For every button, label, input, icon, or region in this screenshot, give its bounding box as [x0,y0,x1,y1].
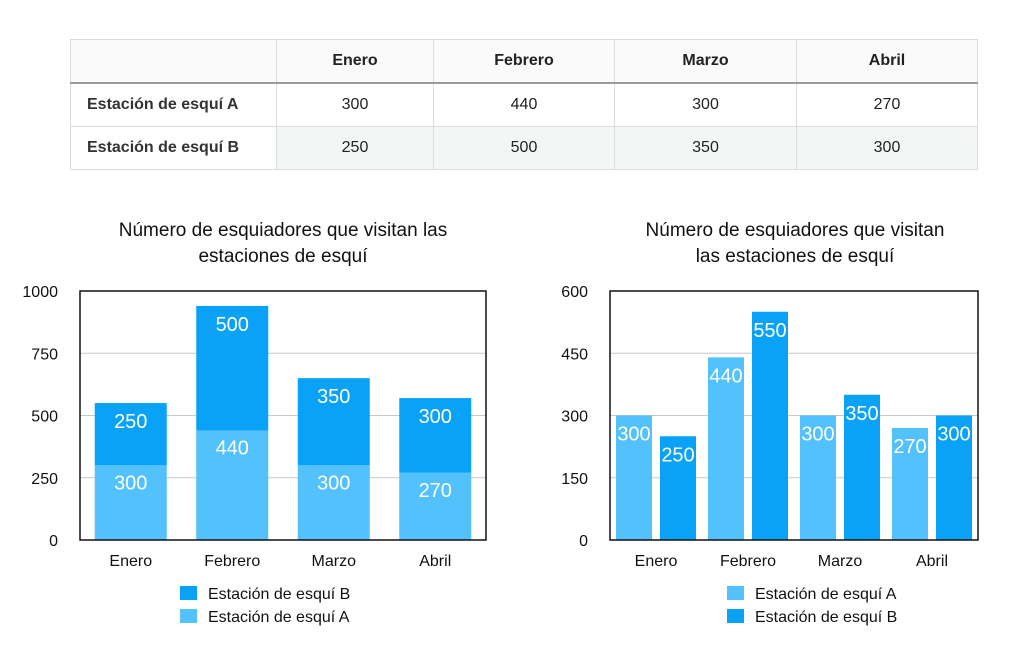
bar-series-a [399,472,472,540]
data-table: Enero Febrero Marzo Abril Estación de es… [70,39,978,170]
legend-swatch [180,586,197,600]
table-row: Estación de esquí A 300 440 300 270 [70,82,978,127]
data-label: 440 [709,365,742,387]
table-header-cell: Abril [796,39,978,84]
data-label: 350 [845,403,878,425]
legend-label: Estación de esquí B [208,586,350,603]
legend-swatch [180,609,197,623]
bar-series-a [892,427,928,540]
x-tick-label: Marzo [818,553,863,570]
legend-swatch [727,609,744,623]
y-tick-label: 300 [561,409,588,426]
table-cell: 300 [614,82,797,127]
y-tick-label: 0 [49,533,58,550]
data-label: 550 [753,320,786,342]
y-tick-label: 750 [31,346,58,363]
y-tick-label: 600 [561,284,588,301]
x-tick-label: Enero [109,553,152,570]
bar-series-b [399,398,472,473]
data-label: 300 [937,424,970,446]
table-header-cell [70,39,277,84]
chart-title: las estaciones de esquí [696,246,895,267]
row-label: Estación de esquí B [70,126,277,170]
x-tick-label: Enero [635,553,678,570]
bar-series-b [660,436,696,540]
legend-label: Estación de esquí B [755,609,897,626]
x-tick-label: Febrero [204,553,260,570]
bar-series-a [616,415,652,540]
bar-series-a [297,465,370,540]
legend-label: Estación de esquí A [755,586,897,603]
data-label: 500 [216,314,249,336]
table-cell: 300 [796,126,978,170]
table-row: Estación de esquí B 250 500 350 300 [70,126,978,170]
bar-series-b [94,403,167,466]
bar-series-b [936,415,972,540]
data-label: 350 [317,386,350,408]
x-tick-label: Abril [916,553,948,570]
bar-series-a [196,430,269,540]
y-tick-label: 450 [561,346,588,363]
x-tick-label: Febrero [720,553,776,570]
table-cell: 300 [276,82,434,127]
table-header-row: Enero Febrero Marzo Abril [70,39,978,84]
data-label: 300 [419,406,452,428]
row-label: Estación de esquí A [70,82,277,127]
bar-series-b [844,394,880,540]
table-header-cell: Enero [276,39,434,84]
chart-title: Número de esquiadores que visitan [646,220,945,241]
bar-series-a [800,415,836,540]
y-tick-label: 1000 [22,284,58,301]
chart-title: Número de esquiadores que visitan las [119,220,447,241]
table-header-cell: Marzo [614,39,797,84]
x-tick-label: Abril [419,553,451,570]
table-cell: 250 [276,126,434,170]
data-label: 300 [801,424,834,446]
data-label: 440 [216,437,249,459]
data-label: 300 [617,424,650,446]
bar-series-b [196,305,269,431]
data-label: 250 [661,444,694,466]
data-label: 270 [419,480,452,502]
data-label: 300 [317,472,350,494]
table-header-cell: Febrero [433,39,615,84]
y-tick-label: 500 [31,409,58,426]
data-label: 250 [114,411,147,433]
table-cell: 350 [614,126,797,170]
bar-series-a [94,465,167,540]
data-label: 300 [114,472,147,494]
legend-swatch [727,586,744,600]
table-cell: 500 [433,126,615,170]
plot-frame [79,290,487,541]
y-tick-label: 150 [561,471,588,488]
data-label: 270 [893,436,926,458]
y-tick-label: 0 [579,533,588,550]
bar-series-b [297,378,370,466]
legend-label: Estación de esquí A [208,609,350,626]
y-tick-label: 250 [31,471,58,488]
x-tick-label: Marzo [312,553,357,570]
bar-series-b [752,311,788,540]
plot-frame [609,290,979,541]
chart-title: estaciones de esquí [198,246,368,267]
bar-series-a [708,357,744,540]
